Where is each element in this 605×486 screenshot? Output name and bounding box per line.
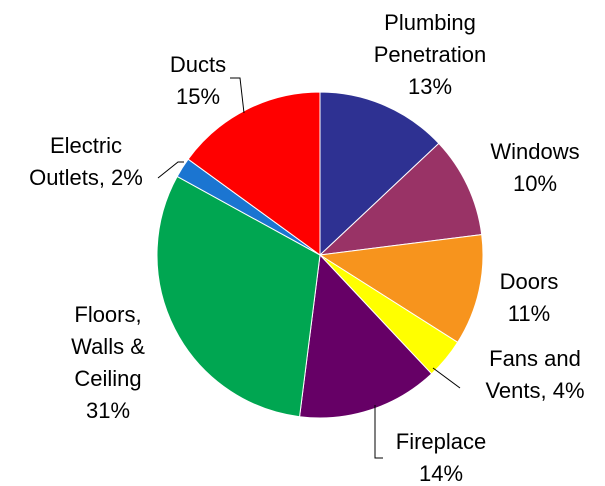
slice-label: Doors 11% — [500, 269, 559, 326]
pie-slice-floors-walls-ceiling — [156, 175, 321, 418]
slice-label-line: Floors, — [74, 302, 141, 327]
slice-label-line: Walls & — [71, 334, 145, 359]
slice-label-line: 13% — [408, 74, 452, 99]
leader-line — [230, 77, 245, 114]
slice-label: Floors, Walls & Ceiling 31% — [71, 302, 145, 423]
slice-label: Plumbing Penetration 13% — [374, 10, 487, 99]
slice-label-line: Outlets, 2% — [29, 165, 143, 190]
slice-label-line: Ceiling — [74, 366, 141, 391]
slice-label-line: 10% — [513, 171, 557, 196]
slice-label-line: Windows — [490, 139, 579, 164]
slice-label: Windows 10% — [490, 139, 579, 196]
pie-slice-windows — [318, 142, 483, 256]
leader-line — [157, 161, 184, 179]
pie-slice-doors — [318, 234, 484, 344]
pie-slice-ducts — [187, 91, 321, 256]
slice-label: Ducts 15% — [170, 52, 226, 109]
pie-slices — [156, 91, 484, 419]
slice-label-line: Doors — [500, 269, 559, 294]
slice-labels: Plumbing Penetration 13% Windows 10% Doors 11%… — [29, 10, 584, 486]
slice-label: Electric Outlets, 2% — [29, 133, 143, 190]
slice-label-line: Fireplace — [396, 429, 486, 454]
slice-label-line: Penetration — [374, 42, 487, 67]
slice-label-line: 14% — [419, 461, 463, 486]
slice-label: Fans and Vents, 4% — [485, 346, 584, 403]
slice-label-line: 31% — [86, 398, 130, 423]
slice-label-line: Vents, 4% — [485, 378, 584, 403]
slice-label-line: Ducts — [170, 52, 226, 77]
slice-label-line: 11% — [508, 301, 550, 326]
slice-label-line: 15% — [176, 84, 220, 109]
leader-line — [374, 405, 383, 459]
slice-label-line: Electric — [50, 133, 122, 158]
pie-slice-plumbing-penetration — [319, 91, 440, 257]
leader-line — [432, 367, 461, 389]
slice-label-line: Fans and — [489, 346, 581, 371]
label-leader-lines — [157, 77, 461, 459]
pie-slice-fireplace — [299, 253, 433, 419]
slice-label-line: Plumbing — [384, 10, 476, 35]
slice-label: Fireplace 14% — [396, 429, 486, 486]
